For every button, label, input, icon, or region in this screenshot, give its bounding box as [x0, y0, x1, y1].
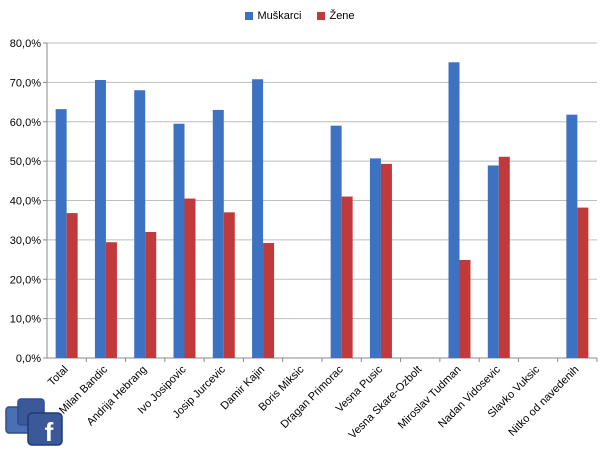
bar-muskarci [252, 79, 264, 358]
bar-zene [498, 156, 510, 358]
legend-label: Žene [329, 10, 355, 22]
bar-zene [459, 259, 471, 358]
bar-zene [66, 213, 78, 358]
x-tick-label: Nitko od navedenih [506, 364, 581, 439]
facebook-logo-icon: f [4, 393, 70, 452]
bar-muskarci [173, 123, 185, 358]
legend-swatch [317, 12, 326, 20]
legend-item: Muškarci [245, 10, 301, 22]
bar-zene [341, 196, 353, 358]
bar-zene [380, 163, 392, 358]
y-tick-label: 30,0% [10, 235, 41, 247]
x-tick-label: Vesna Skare-Ozbolt [347, 364, 425, 442]
y-tick-label: 0,0% [16, 353, 41, 365]
y-tick-label: 10,0% [10, 314, 41, 326]
bar-zene [184, 198, 196, 358]
y-tick-label: 20,0% [10, 274, 41, 286]
bar-muskarci [55, 109, 67, 359]
bar-zene [223, 212, 235, 358]
y-tick-label: 80,0% [10, 38, 41, 50]
chart-legend: Muškarci Žene [0, 10, 600, 22]
legend-item: Žene [317, 10, 355, 22]
legend-swatch [245, 12, 254, 20]
legend-label: Muškarci [257, 10, 302, 22]
y-tick-label: 70,0% [10, 77, 41, 89]
y-tick-label: 40,0% [10, 196, 41, 208]
y-tick-label: 60,0% [10, 117, 41, 129]
bar-muskarci [330, 125, 342, 358]
y-tick-label: 50,0% [10, 156, 41, 168]
bar-muskarci [134, 90, 146, 358]
bar-muskarci [448, 62, 460, 358]
bar-muskarci [487, 165, 499, 358]
bar-zene [577, 207, 589, 358]
bar-muskarci [212, 109, 224, 358]
bar-zene [145, 232, 157, 358]
bar-zene [105, 242, 117, 358]
logo-letter: f [45, 417, 54, 447]
bar-zene [263, 243, 275, 358]
x-tick-label: Total [46, 364, 71, 389]
bar-muskarci [369, 158, 381, 358]
bar-muskarci [94, 80, 106, 358]
bar-muskarci [566, 114, 578, 358]
